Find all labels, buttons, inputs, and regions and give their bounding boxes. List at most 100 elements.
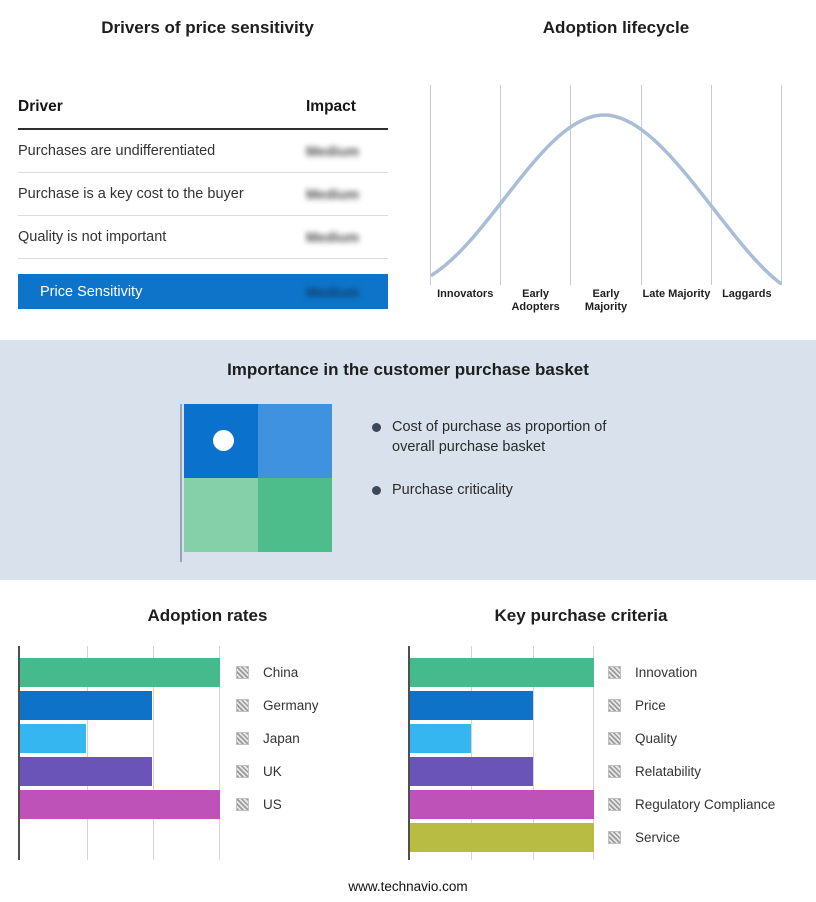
lifecycle-chart	[430, 85, 782, 285]
list-item: Cost of purchase as proportion of overal…	[372, 418, 672, 457]
legend-swatch	[236, 666, 249, 679]
lifecycle-curve-path	[430, 113, 782, 285]
bullet-icon	[372, 486, 381, 496]
bar-row	[20, 689, 220, 722]
bar-relatability	[410, 757, 534, 786]
driver-label: Purchases are undifferentiated	[18, 143, 216, 159]
gridline-cell	[500, 85, 570, 285]
quadrant-top-right	[258, 404, 332, 478]
gridline	[532, 646, 534, 860]
footer-link[interactable]: www.technavio.com	[348, 879, 468, 894]
legend-item: US	[236, 788, 319, 821]
legend-label: Germany	[263, 698, 319, 713]
legend-swatch	[608, 666, 621, 679]
driver-column-header: Driver	[18, 98, 63, 115]
bullet-text: Cost of purchase as proportion of overal…	[392, 419, 607, 455]
legend-item: UK	[236, 755, 319, 788]
legend-swatch	[608, 699, 621, 712]
legend-item: Germany	[236, 689, 319, 722]
legend-label: Japan	[263, 731, 300, 746]
bar-uk	[20, 757, 152, 786]
bar-group	[20, 646, 220, 821]
bar-us	[20, 790, 220, 819]
legend-item: China	[236, 656, 319, 689]
bar-row	[410, 788, 594, 821]
impact-column-header: Impact	[306, 98, 356, 115]
adoption-rates-panel: Adoption rates China Germany Japan UK U	[0, 580, 400, 880]
legend-item: Price	[608, 689, 775, 722]
gridline	[219, 646, 220, 860]
bar-row	[410, 656, 594, 689]
lifecycle-gridlines	[430, 85, 782, 285]
table-row: Purchases are undifferentiated Medium	[18, 130, 388, 173]
legend-label: Innovation	[635, 665, 698, 680]
bar-row	[410, 689, 594, 722]
legend-swatch	[236, 699, 249, 712]
bar-japan	[20, 724, 86, 753]
gridline	[86, 646, 88, 860]
bar-regulatory-compliance	[410, 790, 594, 819]
stage-label: Late Majority	[642, 288, 711, 300]
table-row: Purchase is a key cost to the buyer Medi…	[18, 173, 388, 216]
gridline	[593, 646, 594, 860]
purchase-basket-matrix	[180, 404, 332, 562]
bar-quality	[410, 724, 471, 753]
price-sensitivity-row: Price Sensitivity Medium	[18, 274, 388, 309]
legend-label: UK	[263, 764, 282, 779]
gridline-cell	[430, 85, 500, 285]
bar-row	[20, 755, 220, 788]
legend-label: Regulatory Compliance	[635, 797, 776, 812]
adoption-rates-title: Adoption rates	[147, 606, 268, 625]
bar-group	[410, 646, 594, 854]
gridline-cell	[640, 85, 711, 285]
bar-row	[20, 722, 220, 755]
drivers-table-header: Driver Impact	[18, 98, 388, 130]
key-purchase-criteria-title: Key purchase criteria	[494, 606, 668, 625]
legend-swatch	[608, 765, 621, 778]
drivers-panel: Drivers of price sensitivity Driver Impa…	[0, 0, 415, 340]
impact-value-blurred: Medium	[306, 143, 359, 159]
stage-label: Laggards	[722, 288, 772, 300]
basket-bullet-list: Cost of purchase as proportion of overal…	[372, 418, 672, 525]
quadrant-grid	[184, 404, 332, 552]
key-purchase-criteria-panel: Key purchase criteria Innovation Price Q…	[400, 580, 816, 880]
legend-swatch	[608, 798, 621, 811]
list-item: Purchase criticality	[372, 481, 672, 501]
legend-label: Quality	[635, 731, 678, 746]
bar-row	[410, 722, 594, 755]
price-sensitivity-value-blurred: Medium	[306, 283, 359, 300]
bar-innovation	[410, 658, 594, 687]
legend-item: Relatability	[608, 755, 775, 788]
legend-item: Innovation	[608, 656, 775, 689]
legend-swatch	[608, 732, 621, 745]
bullet-text: Purchase criticality	[392, 482, 513, 499]
bar-service	[410, 823, 594, 852]
legend-label: China	[263, 665, 299, 680]
legend-label: US	[263, 797, 282, 812]
impact-value-blurred: Medium	[306, 186, 359, 202]
bar-germany	[20, 691, 152, 720]
legend-item: Regulatory Compliance	[608, 788, 775, 821]
legend-item: Service	[608, 821, 775, 854]
adoption-rates-legend: China Germany Japan UK US	[236, 656, 319, 821]
key-purchase-criteria-plot	[408, 646, 594, 860]
legend-item: Quality	[608, 722, 775, 755]
quadrant-bottom-left	[184, 478, 258, 552]
price-sensitivity-label: Price Sensitivity	[40, 283, 143, 300]
bar-row	[410, 755, 594, 788]
gridline	[471, 646, 473, 860]
bar-china	[20, 658, 220, 687]
lifecycle-title: Adoption lifecycle	[542, 18, 690, 37]
bell-curve	[430, 113, 782, 285]
bar-row	[20, 656, 220, 689]
bullet-icon	[372, 423, 381, 432]
bottom-section: Adoption rates China Germany Japan UK U	[0, 580, 816, 902]
legend-item: Japan	[236, 722, 319, 755]
lifecycle-panel: Adoption lifecycle Innovators Early Adop…	[416, 0, 816, 340]
adoption-rates-plot	[18, 646, 220, 860]
gridline-cell	[710, 85, 781, 285]
legend-label: Price	[635, 698, 666, 713]
bar-row	[20, 788, 220, 821]
purchase-basket-section: Importance in the customer purchase bask…	[0, 340, 816, 580]
